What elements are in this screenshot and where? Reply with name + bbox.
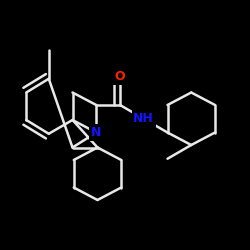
Text: NH: NH [134, 112, 154, 125]
Text: N: N [91, 126, 102, 139]
Text: O: O [115, 70, 125, 83]
